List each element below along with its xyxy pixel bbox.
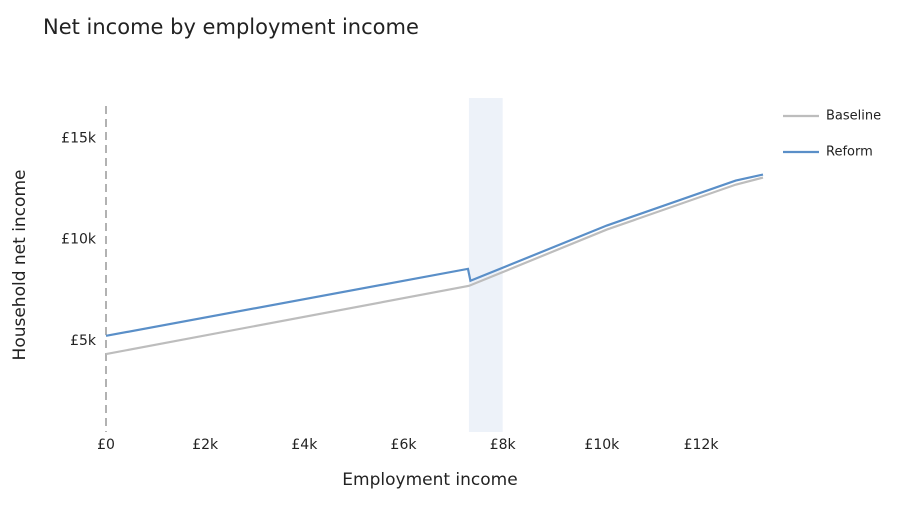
x-tick-label: £4k xyxy=(291,437,318,453)
series-line xyxy=(105,173,764,337)
y-axis-title: Household net income xyxy=(10,170,30,361)
legend-label: Baseline xyxy=(826,109,881,124)
shaded-region xyxy=(468,98,503,432)
chart-title: Net income by employment income xyxy=(43,15,419,39)
x-tick-label: £12k xyxy=(684,437,720,453)
x-tick-label: £2k xyxy=(192,437,219,453)
y-tick-label: £10k xyxy=(61,232,97,248)
x-axis-title: Employment income xyxy=(342,470,517,490)
x-tick-label: £8k xyxy=(490,437,517,453)
series-line xyxy=(105,176,764,356)
x-tick-label: £0 xyxy=(97,437,115,453)
y-tick-label: £5k xyxy=(70,333,97,349)
x-tick-label: £10k xyxy=(584,437,620,453)
y-tick-label: £15k xyxy=(61,130,97,146)
x-tick-label: £6k xyxy=(391,437,418,453)
legend-label: Reform xyxy=(826,145,873,160)
